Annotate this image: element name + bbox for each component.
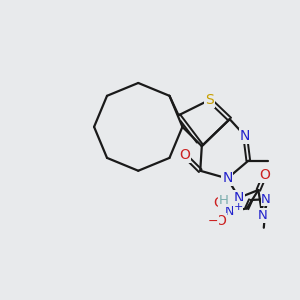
Text: N: N — [240, 129, 250, 143]
Text: O: O — [215, 214, 226, 228]
Text: −: − — [208, 215, 219, 228]
Text: H: H — [219, 194, 228, 206]
Text: N: N — [222, 172, 233, 185]
Text: O: O — [179, 148, 190, 162]
Text: N: N — [234, 191, 244, 205]
Text: S: S — [205, 93, 214, 107]
Text: O: O — [213, 196, 224, 210]
Text: O: O — [259, 168, 270, 182]
Text: N: N — [225, 205, 234, 218]
Text: N: N — [261, 193, 271, 206]
Text: +: + — [233, 202, 243, 212]
Text: N: N — [257, 209, 267, 222]
